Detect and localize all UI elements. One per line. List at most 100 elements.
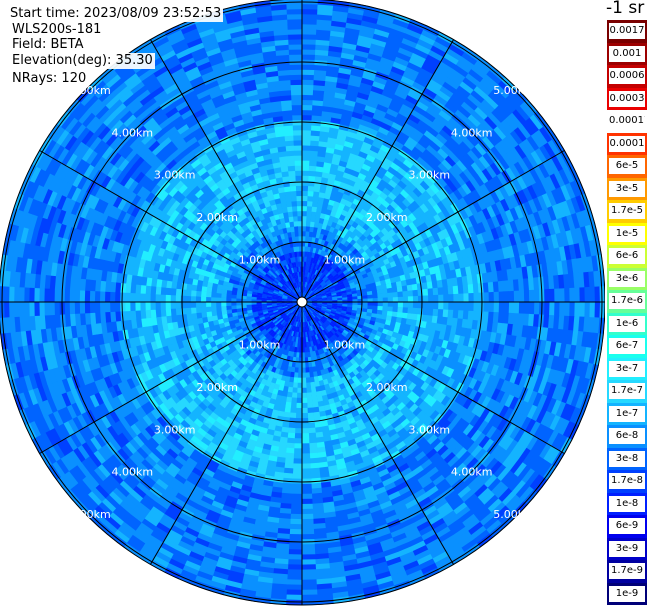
data-cell	[335, 246, 341, 253]
data-cell	[431, 193, 442, 205]
data-cell	[495, 200, 506, 215]
data-cell	[315, 49, 329, 56]
data-cell	[396, 222, 405, 231]
data-cell	[372, 294, 379, 299]
data-cell	[419, 269, 426, 277]
data-cell	[332, 107, 344, 115]
data-cell	[539, 145, 552, 162]
data-cell	[303, 266, 306, 272]
data-cell	[322, 256, 328, 263]
data-cell	[307, 407, 314, 414]
data-cell	[324, 213, 331, 221]
data-cell	[365, 154, 376, 163]
data-cell	[412, 128, 425, 139]
data-cell	[518, 141, 532, 157]
data-cell	[422, 190, 432, 201]
data-cell	[424, 228, 433, 239]
data-cell	[402, 307, 409, 314]
data-cell	[373, 199, 382, 208]
data-cell	[475, 186, 487, 199]
data-cell	[355, 133, 366, 142]
data-cell	[386, 204, 396, 213]
data-cell	[417, 262, 425, 271]
data-cell	[306, 256, 310, 263]
data-cell	[408, 113, 421, 125]
data-cell	[360, 20, 378, 29]
data-cell	[518, 158, 530, 174]
data-cell	[549, 302, 555, 316]
data-cell	[327, 253, 333, 260]
data-cell	[305, 271, 309, 278]
data-cell	[354, 269, 361, 275]
data-cell	[292, 468, 302, 475]
data-cell	[311, 211, 317, 218]
data-cell	[355, 96, 369, 106]
data-cell	[308, 231, 314, 238]
data-cell	[477, 210, 488, 223]
data-cell	[378, 98, 391, 109]
data-cell	[369, 278, 376, 284]
data-cell	[382, 302, 389, 307]
data-cell	[325, 271, 331, 278]
data-cell	[330, 117, 342, 125]
data-cell	[318, 254, 323, 261]
data-cell	[340, 250, 347, 257]
data-cell	[485, 165, 498, 179]
data-cell	[460, 267, 467, 277]
data-cell	[376, 18, 394, 29]
data-cell	[310, 140, 320, 147]
data-cell	[376, 183, 386, 192]
data-cell	[416, 170, 428, 181]
data-cell	[409, 191, 419, 201]
data-cell	[571, 212, 581, 230]
data-cell	[312, 287, 318, 292]
data-cell	[314, 269, 319, 275]
data-cell	[306, 282, 310, 288]
data-cell	[319, 280, 325, 286]
data-cell	[488, 178, 500, 192]
data-cell	[309, 291, 314, 296]
data-cell	[321, 223, 328, 230]
data-cell	[350, 69, 364, 78]
data-cell	[316, 296, 323, 299]
data-cells	[0, 0, 605, 606]
data-cell	[330, 189, 339, 197]
data-cell	[406, 136, 419, 147]
data-cell	[522, 138, 536, 154]
data-cell	[288, 549, 302, 555]
data-cell	[391, 233, 400, 242]
data-cell	[301, 518, 314, 525]
data-cell	[391, 208, 400, 218]
data-cell	[411, 209, 421, 220]
data-cell	[484, 241, 493, 253]
data-cell	[525, 170, 537, 186]
data-cell	[308, 272, 312, 278]
data-cell	[361, 260, 368, 267]
data-cell	[388, 103, 402, 114]
data-cell	[584, 302, 591, 318]
data-cell	[455, 268, 463, 278]
data-cell	[306, 392, 313, 399]
data-cell	[489, 129, 503, 144]
data-cell	[564, 288, 570, 303]
data-cell	[306, 382, 311, 389]
data-cell	[330, 278, 337, 283]
data-cell	[326, 204, 334, 211]
data-cell	[418, 67, 434, 80]
data-cell	[508, 302, 515, 314]
data-cell	[325, 291, 332, 295]
data-cell	[428, 266, 436, 275]
data-cell	[315, 292, 321, 296]
data-cell	[408, 57, 425, 69]
data-cell	[423, 162, 435, 174]
data-cell	[293, 448, 302, 454]
data-cell	[391, 265, 399, 273]
data-cell	[342, 252, 349, 260]
data-cell	[445, 270, 453, 280]
data-cell	[476, 81, 492, 96]
data-cell	[446, 205, 456, 217]
data-cell	[302, 74, 315, 81]
data-cell	[489, 162, 502, 176]
data-cell	[301, 407, 308, 414]
data-cell	[317, 150, 327, 158]
